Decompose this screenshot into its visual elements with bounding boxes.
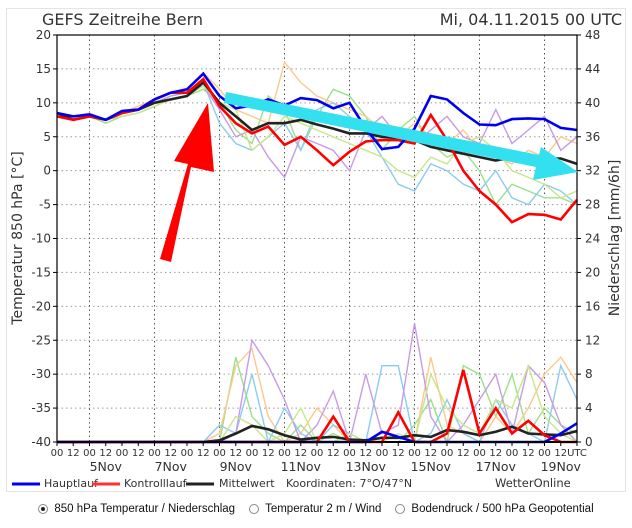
x-tick-label: 00 — [441, 448, 454, 459]
x-tick-label: 12 — [67, 448, 80, 459]
x-tick-label: UTC — [567, 448, 587, 459]
right-tick-label: 32 — [585, 164, 600, 178]
right-tick-label: 0 — [585, 435, 593, 449]
left-tick-label: 15 — [36, 62, 51, 76]
date-label: 5Nov — [90, 459, 123, 474]
hauptlauf-precip-line — [57, 422, 578, 444]
left-tick-label: -25 — [31, 333, 51, 347]
x-tick-label: 00 — [506, 448, 519, 459]
right-tick-label: 28 — [585, 198, 600, 212]
radio-button[interactable] — [249, 504, 260, 514]
x-tick-label: 00 — [538, 448, 551, 459]
option-temperatur-2m[interactable]: Temperatur 2 m / Wind — [249, 503, 381, 515]
date-label: 15Nov — [411, 459, 452, 474]
left-axis-label: Temperatur 850 hPa [°C] — [10, 151, 26, 325]
x-tick-label: 00 — [148, 448, 161, 459]
run-label: Mi, 04.11.2015 00 UTC — [440, 10, 622, 29]
x-tick-label: 12 — [489, 448, 502, 459]
x-tick-label: 12 — [457, 448, 470, 459]
x-tick-label: 00 — [181, 448, 194, 459]
member-precip-line — [57, 357, 578, 445]
date-label: 11Nov — [281, 459, 322, 474]
mittelwert-precip-line — [57, 424, 578, 444]
option-label: Temperatur 2 m / Wind — [265, 503, 382, 515]
view-options: 850 hPa Temperatur / Niederschlag Temper… — [0, 503, 632, 515]
source-label: WetterOnline — [495, 476, 571, 490]
x-tick-label: 00 — [116, 448, 129, 459]
x-tick-label: 12 — [392, 448, 405, 459]
right-tick-label: 44 — [585, 62, 600, 76]
left-tick-label: -40 — [31, 435, 51, 449]
x-tick-label: 12 — [164, 448, 177, 459]
left-tick-label: -10 — [31, 232, 51, 246]
member-precip-line — [57, 347, 578, 443]
x-tick-label: 12 — [522, 448, 535, 459]
x-tick-label: 00 — [311, 448, 324, 459]
x-tick-label: 12 — [197, 448, 210, 459]
legend-label-hauptlauf: Hauptlauf — [44, 477, 99, 490]
date-label: 13Nov — [346, 459, 387, 474]
hauptlauf-temperature-line — [56, 71, 578, 151]
coordinates-label: Koordinaten: 7°O/47°N — [286, 477, 412, 490]
date-label: 9Nov — [220, 459, 253, 474]
x-tick-label: 12 — [294, 448, 307, 459]
right-tick-label: 20 — [585, 265, 600, 279]
right-tick-label: 8 — [585, 367, 593, 381]
cyan-arrow-annotation — [224, 92, 578, 180]
x-tick-label: 12 — [554, 448, 567, 459]
left-tick-label: -5 — [39, 198, 51, 212]
right-tick-label: 4 — [585, 401, 593, 415]
x-tick-label: 12 — [359, 448, 372, 459]
left-tick-label: -15 — [31, 265, 51, 279]
x-tick-label: 00 — [473, 448, 486, 459]
right-tick-label: 48 — [585, 28, 600, 42]
left-tick-label: 10 — [36, 96, 51, 110]
left-tick-label: 0 — [43, 164, 51, 178]
x-tick-label: 00 — [246, 448, 259, 459]
right-tick-label: 24 — [585, 232, 600, 246]
x-tick-label: 12 — [424, 448, 437, 459]
x-tick-label: 12 — [99, 448, 112, 459]
x-tick-label: 00 — [83, 448, 96, 459]
x-tick-label: 12 — [229, 448, 242, 459]
right-tick-label: 12 — [585, 333, 600, 347]
legend-label-mittelwert: Mittelwert — [219, 477, 275, 490]
member-precip-line — [57, 323, 578, 445]
left-tick-label: 20 — [36, 28, 51, 42]
date-label: 17Nov — [476, 459, 517, 474]
left-tick-label: -30 — [31, 367, 51, 381]
left-tick-label: -35 — [31, 401, 51, 415]
right-tick-label: 36 — [585, 130, 600, 144]
chart-frame — [6, 8, 626, 492]
x-tick-label: 12 — [327, 448, 340, 459]
x-tick-label: 00 — [213, 448, 226, 459]
right-axis-label: Niederschlag [mm/6h] — [607, 160, 623, 317]
date-label: 7Nov — [155, 459, 188, 474]
chart-title: GEFS Zeitreihe Bern — [42, 10, 203, 29]
left-tick-label: -20 — [31, 299, 51, 313]
x-tick-label: 00 — [343, 448, 356, 459]
radio-button-selected[interactable] — [38, 504, 49, 514]
x-tick-label: 00 — [376, 448, 389, 459]
x-tick-label: 12 — [262, 448, 275, 459]
x-tick-label: 00 — [51, 448, 64, 459]
option-850hpa-temperatur[interactable]: 850 hPa Temperatur / Niederschlag — [38, 503, 235, 515]
left-tick-label: 5 — [43, 130, 51, 144]
date-label: 19Nov — [541, 459, 582, 474]
right-tick-label: 40 — [585, 96, 600, 110]
option-label: 850 hPa Temperatur / Niederschlag — [54, 503, 236, 515]
x-tick-label: 00 — [408, 448, 421, 459]
legend-label-kontrolllauf: Kontrolllauf — [124, 477, 188, 490]
option-bodendruck[interactable]: Bodendruck / 500 hPa Geopotential — [395, 503, 594, 515]
x-tick-label: 00 — [278, 448, 291, 459]
radio-button[interactable] — [395, 504, 406, 514]
gefs-chart: GEFS Zeitreihe Bern Mi, 04.11.2015 00 UT… — [10, 10, 623, 490]
option-label: Bodendruck / 500 hPa Geopotential — [411, 503, 594, 515]
right-tick-label: 16 — [585, 299, 600, 313]
red-arrow-annotation — [160, 103, 214, 262]
x-tick-label: 12 — [132, 448, 145, 459]
